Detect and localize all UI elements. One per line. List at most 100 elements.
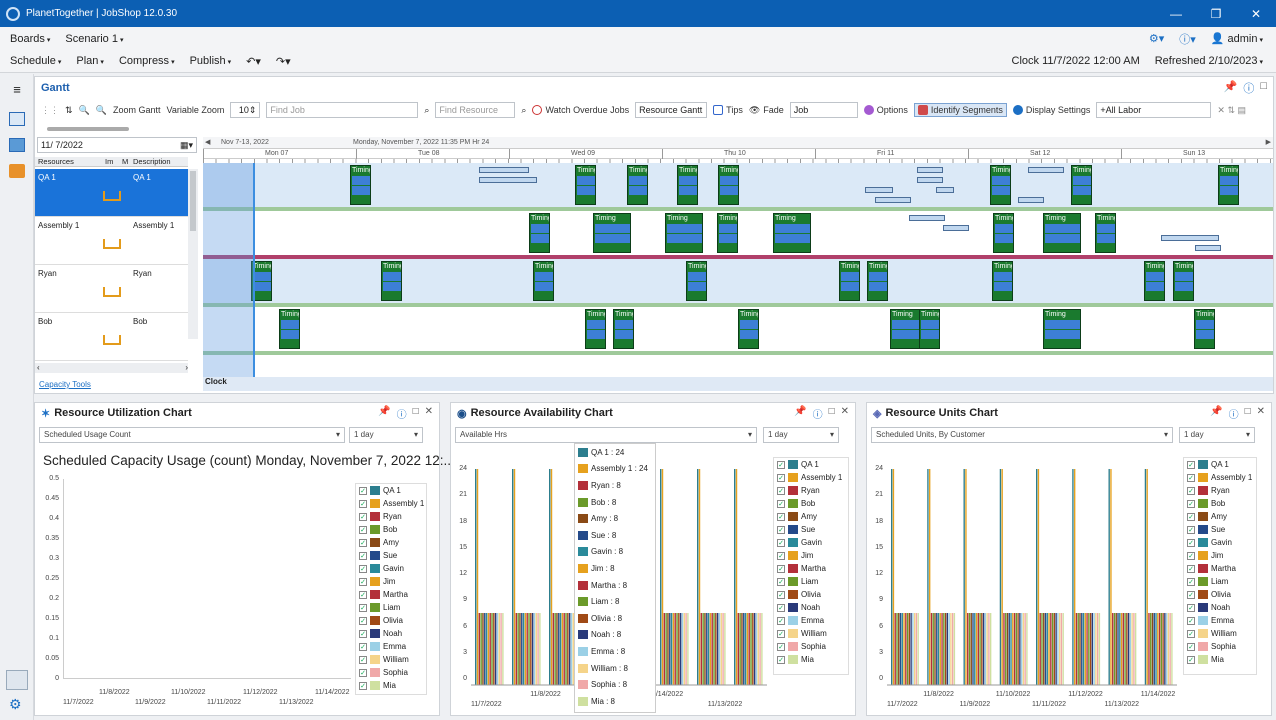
interval-select[interactable]: 1 day ▾: [1179, 427, 1255, 443]
info-icon[interactable]: ⓘ: [396, 409, 407, 421]
operation-block[interactable]: Timing: [613, 309, 634, 349]
bar-mark[interactable]: [672, 613, 675, 685]
pin-icon[interactable]: 📌: [794, 405, 807, 417]
bar-mark[interactable]: [475, 469, 477, 685]
resource-row[interactable]: QA 1 QA 1: [35, 169, 188, 217]
legend-checkbox[interactable]: ✓: [359, 642, 367, 651]
operation-block[interactable]: Timing: [867, 261, 888, 301]
bar-mark[interactable]: [1150, 613, 1152, 685]
bar-mark[interactable]: [986, 613, 988, 685]
bar-mark[interactable]: [660, 469, 662, 685]
zoom-in-icon[interactable]: 🔍: [78, 104, 90, 115]
bar-mark[interactable]: [722, 613, 724, 685]
bar-mark[interactable]: [1095, 613, 1097, 685]
minimize-icon[interactable]: —: [1170, 6, 1182, 21]
bar-mark[interactable]: [967, 613, 969, 685]
bar-mark[interactable]: [761, 613, 763, 685]
bar-mark[interactable]: [750, 613, 752, 685]
bar-mark[interactable]: [930, 613, 933, 685]
bar-mark[interactable]: [1144, 469, 1147, 685]
legend-item[interactable]: ✓ Martha: [356, 588, 426, 601]
bar-mark[interactable]: [913, 613, 916, 685]
bar-mark[interactable]: [974, 613, 976, 685]
legend-checkbox[interactable]: ✓: [777, 629, 785, 638]
bar-mark[interactable]: [476, 469, 479, 685]
legend-item[interactable]: ✓ Gavin: [774, 536, 848, 549]
legend-checkbox[interactable]: ✓: [1187, 499, 1195, 508]
bar-mark[interactable]: [572, 613, 574, 685]
operation-block[interactable]: Timing: [1071, 165, 1092, 205]
bar-mark[interactable]: [1055, 613, 1057, 685]
bar-mark[interactable]: [716, 613, 719, 685]
bar-mark[interactable]: [1079, 613, 1081, 685]
close-icon[interactable]: ✕: [840, 405, 849, 417]
legend-item[interactable]: ✓ Sophia: [356, 666, 426, 679]
bar-mark[interactable]: [661, 469, 664, 685]
bar-mark[interactable]: [713, 613, 715, 685]
bar-mark[interactable]: [681, 613, 684, 685]
legend-item[interactable]: ✓ Ryan: [774, 484, 848, 497]
bar-mark[interactable]: [744, 613, 747, 685]
legend-checkbox[interactable]: ✓: [777, 486, 785, 495]
bar-mark[interactable]: [1093, 613, 1095, 685]
bar-mark[interactable]: [513, 469, 516, 685]
bar-mark[interactable]: [1058, 613, 1061, 685]
bar-mark[interactable]: [1113, 613, 1116, 685]
legend-item[interactable]: ✓ William: [356, 653, 426, 666]
identify-segments-button[interactable]: Identify Segments: [913, 103, 1007, 117]
bar-mark[interactable]: [706, 613, 708, 685]
bar-mark[interactable]: [984, 613, 987, 685]
legend-item[interactable]: ✓ Liam: [1184, 575, 1256, 588]
close-icon[interactable]: ✕: [1250, 6, 1262, 21]
bar-mark[interactable]: [979, 613, 981, 685]
info-icon[interactable]: ⓘ: [812, 409, 823, 421]
bar-mark[interactable]: [1012, 613, 1014, 685]
bar-mark[interactable]: [1010, 613, 1012, 685]
bar-mark[interactable]: [1160, 613, 1163, 685]
legend-checkbox[interactable]: ✓: [777, 616, 785, 625]
legend-item[interactable]: ✓ QA 1: [774, 458, 848, 471]
legend-item[interactable]: ✓ Olivia: [774, 588, 848, 601]
legend-checkbox[interactable]: ✓: [359, 525, 367, 534]
bar-mark[interactable]: [989, 613, 992, 685]
display-settings-button[interactable]: Display Settings: [1012, 105, 1090, 115]
resource-row[interactable]: Assembly 1 Assembly 1: [35, 217, 188, 265]
pin-icon[interactable]: 📌: [1223, 81, 1238, 93]
bar-mark[interactable]: [1008, 613, 1010, 685]
legend-checkbox[interactable]: ✓: [1187, 512, 1195, 521]
operation-block[interactable]: Timing: [738, 309, 759, 349]
bar-mark[interactable]: [502, 613, 504, 685]
operation-block[interactable]: Timing: [1194, 309, 1215, 349]
bar-mark[interactable]: [709, 613, 712, 685]
bar-mark[interactable]: [941, 613, 943, 685]
splitter-handle[interactable]: [47, 127, 129, 131]
interval-select[interactable]: 1 day ▾: [349, 427, 423, 443]
operation-block[interactable]: Timing: [839, 261, 860, 301]
maximize-panel-icon[interactable]: □: [412, 405, 419, 417]
legend-item[interactable]: ✓ Emma: [356, 640, 426, 653]
bar-mark[interactable]: [521, 613, 523, 685]
bar-mark[interactable]: [665, 613, 667, 685]
bar-mark[interactable]: [1013, 613, 1016, 685]
bar-mark[interactable]: [1053, 613, 1056, 685]
bar-mark[interactable]: [1044, 613, 1047, 685]
find-resource-search-icon[interactable]: ⌕: [521, 104, 527, 115]
bar-mark[interactable]: [676, 613, 678, 685]
bar-mark[interactable]: [1165, 613, 1168, 685]
legend-checkbox[interactable]: ✓: [1187, 642, 1195, 651]
bar-mark[interactable]: [1157, 613, 1159, 685]
bar-mark[interactable]: [524, 613, 527, 685]
operation-block[interactable]: Timing: [717, 213, 738, 253]
operation-block[interactable]: Timing: [919, 309, 940, 349]
legend-checkbox[interactable]: ✓: [359, 655, 367, 664]
bar-mark[interactable]: [679, 613, 682, 685]
activity-bar[interactable]: [1195, 245, 1221, 251]
bar-mark[interactable]: [1081, 613, 1083, 685]
bar-mark[interactable]: [1024, 613, 1026, 685]
legend-item[interactable]: ✓ Jim: [774, 549, 848, 562]
bar-mark[interactable]: [1089, 613, 1092, 685]
bar-mark[interactable]: [478, 613, 481, 685]
bar-mark[interactable]: [1115, 613, 1117, 685]
legend-checkbox[interactable]: ✓: [777, 538, 785, 547]
bar-mark[interactable]: [558, 613, 560, 685]
